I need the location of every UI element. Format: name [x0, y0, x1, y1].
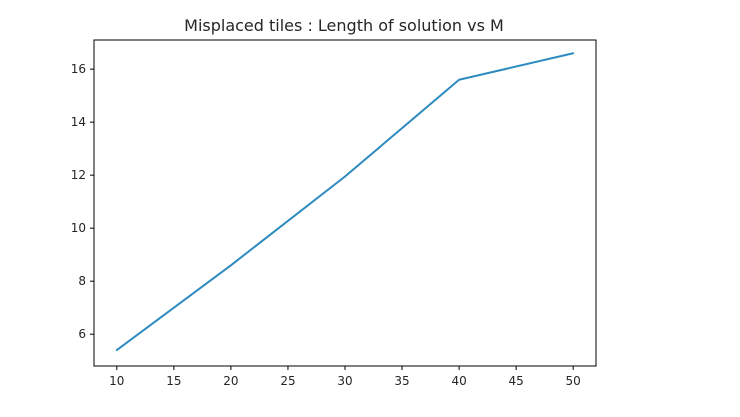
- x-tick-label: 40: [451, 374, 466, 388]
- y-tick-label: 6: [78, 327, 86, 341]
- y-tick-label: 16: [71, 62, 86, 76]
- x-tick-label: 25: [280, 374, 295, 388]
- x-tick-label: 30: [337, 374, 352, 388]
- x-tick-label: 35: [394, 374, 409, 388]
- x-tick-label: 20: [223, 374, 238, 388]
- y-tick-label: 10: [71, 221, 86, 235]
- y-tick-label: 14: [71, 115, 86, 129]
- series-line-0: [115, 52, 575, 352]
- plot-area: [115, 52, 575, 352]
- y-tick-label: 8: [78, 274, 86, 288]
- x-tick-label: 45: [508, 374, 523, 388]
- plot-frame: [93, 39, 597, 367]
- x-tick-label: 10: [109, 374, 124, 388]
- x-axis-ticks: 10 15 20 25 30 35 40 45 50: [109, 366, 581, 388]
- y-axis-ticks: 6 8 10 12 14 16: [71, 62, 94, 341]
- chart-title: Misplaced tiles : Length of solution vs …: [184, 16, 504, 35]
- x-tick-label: 15: [166, 374, 181, 388]
- x-tick-label: 50: [566, 374, 581, 388]
- y-tick-label: 12: [71, 168, 86, 182]
